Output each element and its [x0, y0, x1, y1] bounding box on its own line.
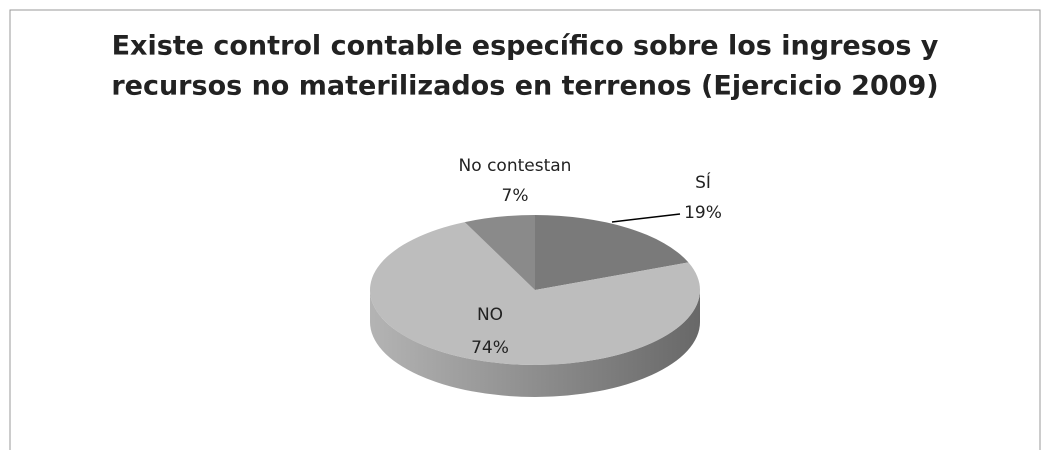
- slice-label: No contestan: [459, 156, 572, 176]
- slice: [464, 215, 535, 290]
- chart-title: recursos no materilizados en terrenos (E…: [111, 71, 938, 102]
- leader-line: [611, 213, 681, 223]
- slice: [370, 222, 700, 365]
- slice-value-label: 7%: [502, 186, 529, 206]
- chart-title: Existe control contable específico sobre…: [112, 31, 939, 62]
- slice-label: SÍ: [695, 171, 711, 193]
- slice-value-label: 74%: [471, 338, 509, 358]
- slice-side-shade: [370, 290, 700, 397]
- slice-value-label: 19%: [684, 203, 722, 223]
- slice-label: NO: [477, 305, 503, 325]
- slice: [535, 215, 689, 290]
